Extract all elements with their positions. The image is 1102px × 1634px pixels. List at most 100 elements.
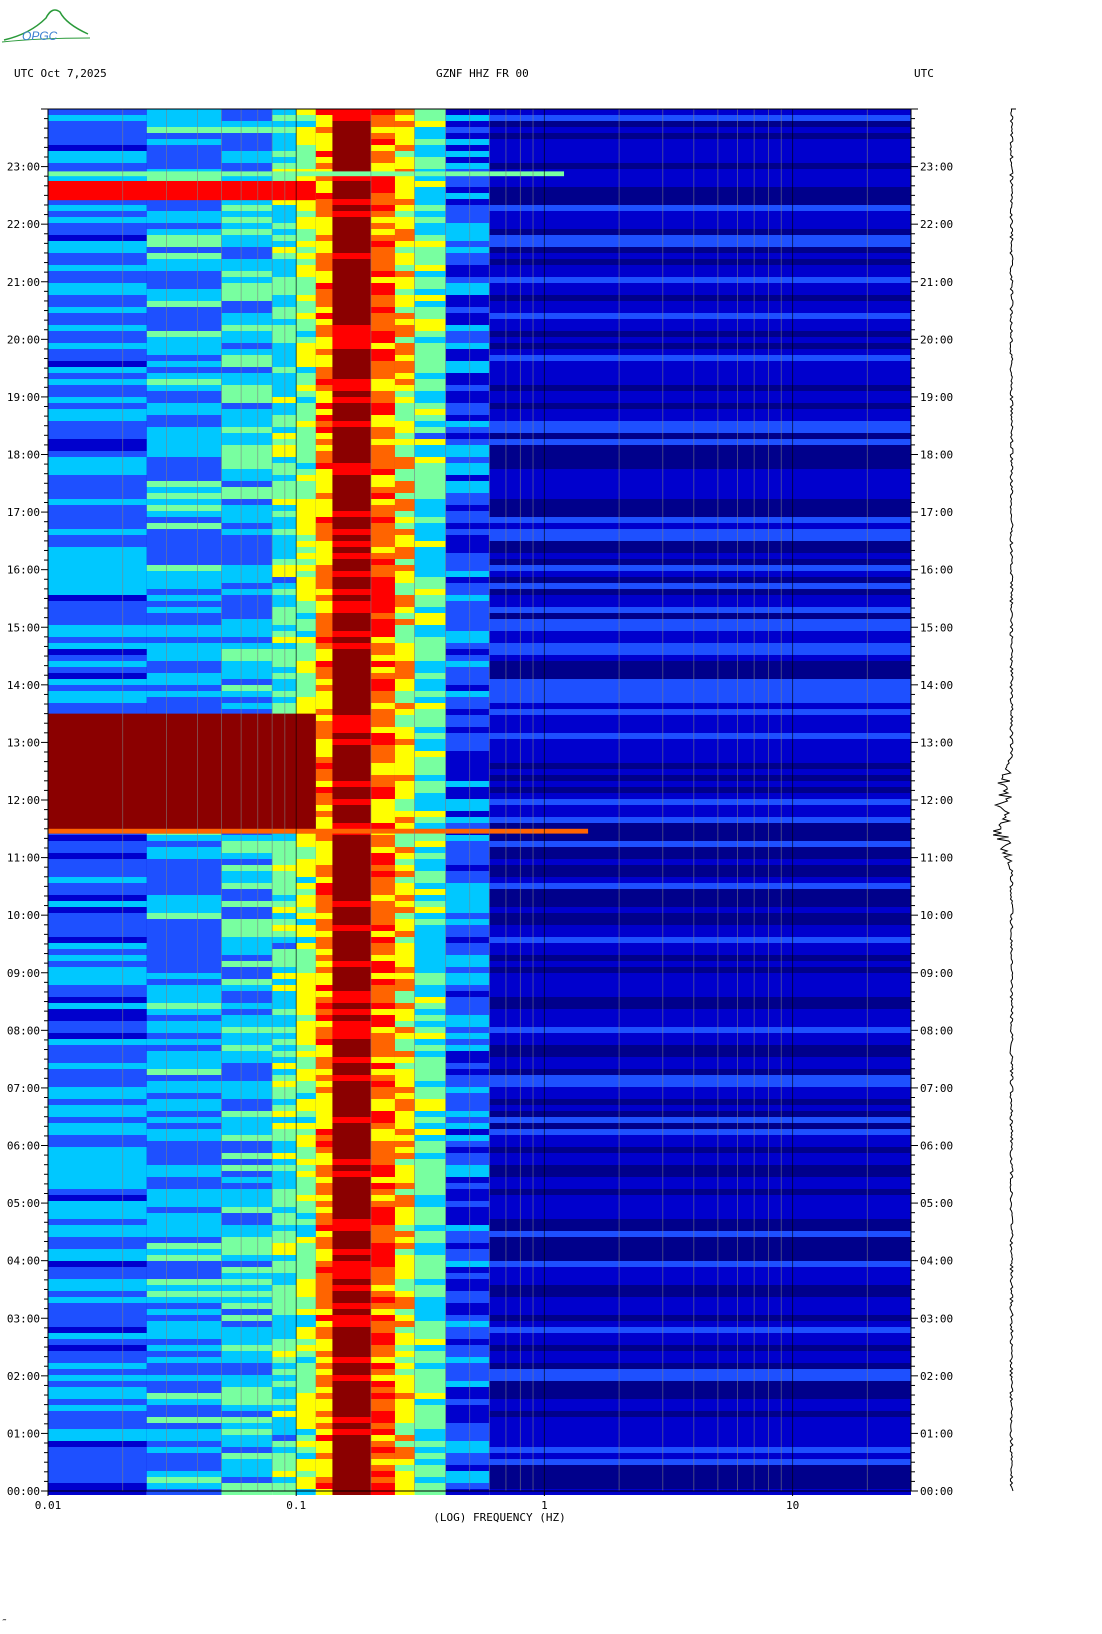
spectrogram-cell: [394, 1105, 415, 1111]
spectrogram-cell: [332, 595, 371, 601]
spectrogram-cell: [48, 919, 147, 925]
spectrogram-cell: [315, 559, 333, 565]
spectrogram-cell: [146, 577, 222, 583]
spectrogram-cell: [332, 199, 371, 205]
spectrogram-cell: [221, 139, 273, 145]
spectrogram-cell: [394, 697, 415, 703]
spectrogram-cell: [296, 337, 316, 343]
spectrogram-cell: [370, 337, 395, 343]
spectrogram-cell: [489, 1477, 911, 1483]
spectrogram-cell: [272, 379, 297, 385]
spectrogram-cell: [332, 721, 371, 727]
spectrogram-cell: [221, 1387, 273, 1393]
spectrogram-cell: [394, 937, 415, 943]
y-tick-label-left: 21:00: [7, 276, 40, 289]
spectrogram-cell: [48, 433, 147, 439]
spectrogram-cell: [414, 625, 446, 631]
spectrogram-cell: [315, 883, 333, 889]
spectrogram-cell: [221, 373, 273, 379]
spectrogram-cell: [445, 1147, 490, 1153]
spectrogram-cell: [272, 1357, 297, 1363]
spectrogram-cell: [489, 865, 911, 871]
spectrogram-cell: [315, 1129, 333, 1135]
spectrogram-cell: [394, 415, 415, 421]
spectrogram-cell: [394, 1051, 415, 1057]
spectrogram-cell: [315, 1057, 333, 1063]
y-tick-label-left: 02:00: [7, 1370, 40, 1383]
spectrogram-cell: [370, 1219, 395, 1225]
spectrogram-cell: [370, 919, 395, 925]
spectrogram-cell: [414, 283, 446, 289]
spectrogram-cell: [315, 649, 333, 655]
spectrogram-cell: [48, 1123, 147, 1129]
spectrogram-cell: [48, 1051, 147, 1057]
spectrogram-cell: [48, 499, 147, 505]
spectrogram-cell: [332, 619, 371, 625]
spectrogram-cell: [315, 673, 333, 679]
spectrogram-cell: [414, 571, 446, 577]
spectrogram-cell: [48, 613, 147, 619]
spectrogram-cell: [394, 1387, 415, 1393]
spectrogram-cell: [414, 1165, 446, 1171]
spectrogram-cell: [146, 583, 222, 589]
spectrogram-cell: [370, 529, 395, 535]
spectrogram-cell: [296, 493, 316, 499]
spectrogram-cell: [48, 883, 147, 889]
spectrogram-cell: [394, 175, 415, 181]
spectrogram-cell: [272, 349, 297, 355]
spectrogram-cell: [489, 463, 911, 469]
spectrogram-cell: [146, 403, 222, 409]
spectrogram-cell: [221, 679, 273, 685]
spectrogram-cell: [414, 847, 446, 853]
spectrogram-cell: [296, 1111, 316, 1117]
spectrogram-cell: [445, 733, 490, 739]
spectrogram-cell: [394, 151, 415, 157]
spectrogram-cell: [489, 1417, 911, 1423]
spectrogram-cell: [296, 385, 316, 391]
spectrogram-cell: [296, 1435, 316, 1441]
spectrogram-cell: [394, 895, 415, 901]
spectrogram-cell: [272, 1219, 297, 1225]
spectrogram-cell: [394, 913, 415, 919]
spectrogram-cell: [370, 1069, 395, 1075]
spectrogram-cell: [394, 787, 415, 793]
spectrogram-cell: [445, 235, 490, 241]
spectrogram-cell: [332, 157, 371, 163]
spectrogram-cell: [332, 1339, 371, 1345]
spectrogram-cell: [296, 223, 316, 229]
spectrogram-cell: [445, 1471, 490, 1477]
spectrogram-cell: [445, 1117, 490, 1123]
spectrogram-cell: [370, 391, 395, 397]
spectrogram-cell: [414, 931, 446, 937]
spectrogram-cell: [394, 289, 415, 295]
spectrogram-cell: [445, 1201, 490, 1207]
spectrogram-cell: [394, 1435, 415, 1441]
spectrogram-cell: [272, 343, 297, 349]
spectrogram-cell: [445, 319, 490, 325]
spectrogram-cell: [296, 1285, 316, 1291]
spectrogram-cell: [445, 1057, 490, 1063]
spectrogram-cell: [272, 1411, 297, 1417]
spectrogram-cell: [445, 985, 490, 991]
spectrogram-cell: [48, 475, 147, 481]
spectrogram-cell: [296, 643, 316, 649]
spectrogram-cell: [221, 247, 273, 253]
spectrogram-cell: [332, 145, 371, 151]
spectrogram-cell: [394, 331, 415, 337]
spectrogram-cell: [489, 1267, 911, 1273]
spectrogram-cell: [315, 1447, 333, 1453]
spectrogram-cell: [445, 1003, 490, 1009]
spectrogram-cell: [296, 571, 316, 577]
spectrogram-cell: [272, 541, 297, 547]
spectrogram-cell: [332, 457, 371, 463]
spectrogram-cell: [489, 1483, 911, 1489]
spectrogram-cell: [221, 1141, 273, 1147]
spectrogram-cell: [146, 931, 222, 937]
spectrogram-cell: [370, 115, 395, 121]
spectrogram-cell: [394, 721, 415, 727]
spectrogram-cell: [370, 1159, 395, 1165]
spectrogram-cell: [394, 115, 415, 121]
spectrogram-cell: [332, 751, 371, 757]
spectrogram-cell: [370, 421, 395, 427]
spectrogram-cell: [272, 1285, 297, 1291]
